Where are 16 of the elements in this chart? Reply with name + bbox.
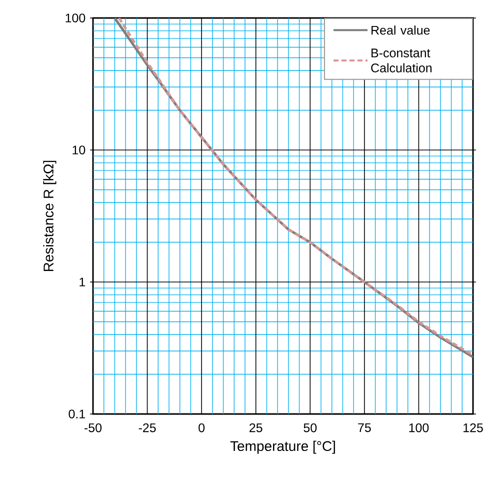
y-axis-title: Resistance R [kΩ]	[43, 160, 56, 272]
x-tick-label: 100	[409, 423, 429, 432]
x-tick-label: -50	[84, 423, 102, 432]
x-tick-label: 50	[304, 423, 317, 432]
legend-label: Real value	[372, 25, 430, 35]
y-tick-label: 1	[80, 278, 86, 286]
y-tick-label: 10	[72, 146, 86, 154]
y-tick-label: 100	[66, 14, 86, 22]
legend-label: B-constant Calculation	[371, 48, 432, 72]
x-tick-label: 125	[464, 423, 483, 432]
y-tick-label: 0.1	[68, 410, 86, 418]
x-tick-label: -25	[138, 423, 156, 432]
x-axis-title: Temperature [°C]	[230, 440, 335, 454]
x-tick-label: 0	[198, 423, 205, 432]
x-tick-label: 75	[358, 423, 371, 432]
x-tick-label: 25	[250, 423, 262, 432]
